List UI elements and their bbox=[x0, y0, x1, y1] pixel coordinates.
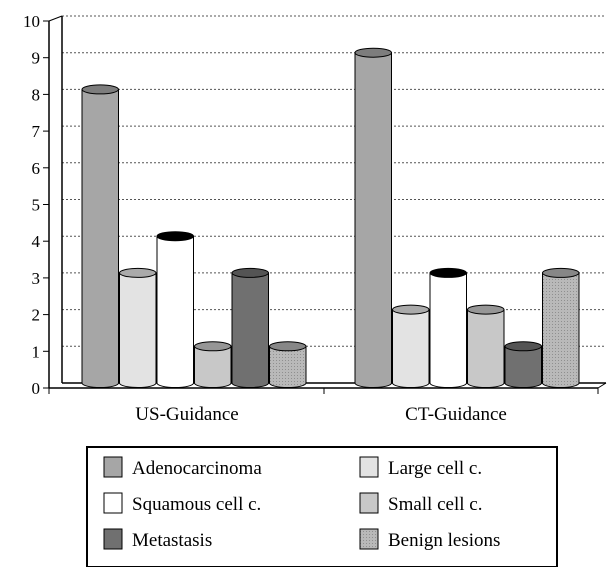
y-tick-label: 0 bbox=[32, 379, 41, 398]
bar-body bbox=[269, 345, 307, 388]
y-tick-label: 3 bbox=[32, 269, 41, 288]
bar-body bbox=[119, 272, 157, 388]
y-tick-label: 4 bbox=[32, 232, 41, 251]
y-tick-label: 9 bbox=[32, 49, 41, 68]
bar-body bbox=[542, 272, 580, 388]
legend: Adenocarcinoma Large cell c. Squamous cell… bbox=[86, 446, 558, 567]
legend-label: Large cell c. bbox=[388, 458, 482, 479]
bar-large-cell-c--ct-guidance bbox=[392, 304, 430, 388]
bar-top bbox=[156, 231, 194, 242]
bar-body bbox=[354, 52, 392, 388]
bar-metastasis-us-guidance bbox=[231, 267, 269, 388]
bar-benign-lesions-ct-guidance bbox=[542, 267, 580, 388]
legend-box bbox=[86, 446, 558, 567]
bar-body bbox=[194, 345, 232, 388]
legend-swatch bbox=[103, 456, 123, 478]
y-tick-label: 7 bbox=[32, 122, 41, 141]
legend-swatch bbox=[103, 492, 123, 514]
y-tick-label: 2 bbox=[32, 306, 41, 325]
legend-swatch bbox=[359, 492, 379, 514]
bar-small-cell-c--ct-guidance bbox=[467, 304, 505, 388]
bar-top bbox=[81, 84, 119, 95]
y-tick-label: 6 bbox=[32, 159, 41, 178]
bar-adenocarcinoma-us-guidance bbox=[81, 84, 119, 388]
bar-squamous-cell-c--us-guidance bbox=[156, 231, 194, 388]
category-label: US-Guidance bbox=[135, 404, 238, 425]
bar-body bbox=[81, 88, 119, 388]
bar-body bbox=[156, 235, 194, 388]
bar-top bbox=[467, 304, 505, 315]
legend-label: Adenocarcinoma bbox=[132, 458, 262, 479]
bar-top bbox=[354, 47, 392, 58]
y-tick-label: 5 bbox=[32, 196, 41, 215]
bar-top bbox=[194, 341, 232, 352]
legend-label: Benign lesions bbox=[388, 530, 500, 551]
category-label: CT-Guidance bbox=[405, 404, 507, 425]
y-tick-label: 10 bbox=[23, 12, 40, 31]
bar-body bbox=[429, 272, 467, 388]
bar-top bbox=[119, 267, 157, 278]
y-tick-label: 8 bbox=[32, 85, 41, 104]
bar-top bbox=[504, 341, 542, 352]
legend-swatch bbox=[359, 528, 379, 550]
bar-squamous-cell-c--ct-guidance bbox=[429, 267, 467, 388]
bar-body bbox=[392, 309, 430, 388]
legend-swatch bbox=[359, 456, 379, 478]
y-tick-label: 1 bbox=[32, 342, 41, 361]
bar-benign-lesions-us-guidance bbox=[269, 341, 307, 388]
bar-small-cell-c--us-guidance bbox=[194, 341, 232, 388]
legend-label: Metastasis bbox=[132, 530, 212, 551]
bar-large-cell-c--us-guidance bbox=[119, 267, 157, 388]
legend-label: Squamous cell c. bbox=[132, 494, 261, 515]
bar-body bbox=[467, 309, 505, 388]
bar-top bbox=[231, 267, 269, 278]
bar-top bbox=[429, 267, 467, 278]
bar-top bbox=[392, 304, 430, 315]
bar-adenocarcinoma-ct-guidance bbox=[354, 47, 392, 388]
bar-body bbox=[504, 345, 542, 388]
bar-top bbox=[269, 341, 307, 352]
bars bbox=[81, 47, 580, 388]
bar-metastasis-ct-guidance bbox=[504, 341, 542, 388]
legend-swatch bbox=[103, 528, 123, 550]
bar-body bbox=[231, 272, 269, 388]
labels: 0 1 2 3 4 5 6 7 8 9 10 US-Guidance CT-Guidance bbox=[23, 12, 507, 425]
floor-right-edge bbox=[597, 382, 607, 389]
legend-label: Small cell c. bbox=[388, 494, 482, 515]
y-axis-top-edge bbox=[48, 15, 63, 22]
plot-area bbox=[62, 15, 606, 347]
bar-top bbox=[542, 267, 580, 278]
